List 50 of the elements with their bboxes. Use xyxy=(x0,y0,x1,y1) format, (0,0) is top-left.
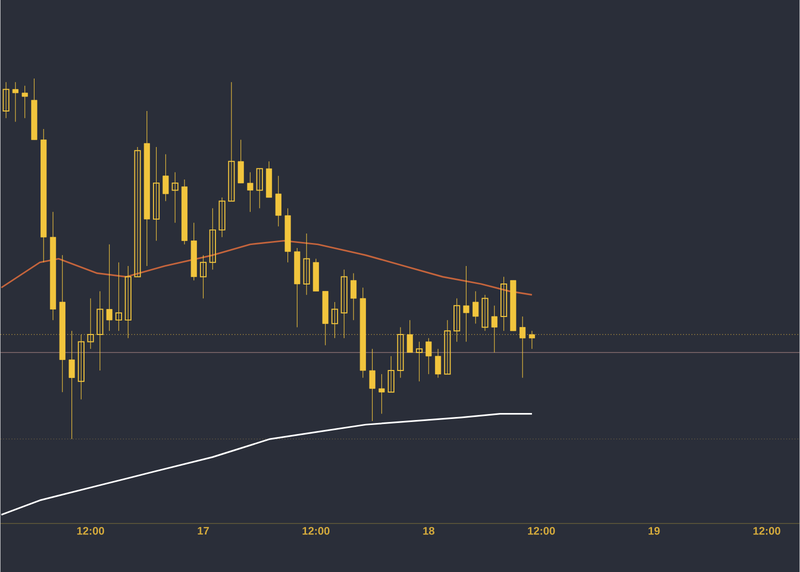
candlestick xyxy=(331,302,338,338)
candlestick xyxy=(68,330,75,440)
candlestick xyxy=(12,82,18,122)
candlestick xyxy=(472,290,479,324)
candlestick xyxy=(96,290,104,371)
candlestick xyxy=(218,196,226,238)
candlestick xyxy=(378,374,385,414)
x-tick-label: 18 xyxy=(423,526,434,535)
candlestick xyxy=(22,85,28,118)
x-tick-label: 12:00 xyxy=(77,526,104,535)
candlestick xyxy=(416,341,423,382)
candlestick xyxy=(482,294,488,331)
candlestick xyxy=(500,276,508,331)
candlestick xyxy=(397,326,404,378)
candlestick xyxy=(369,348,376,422)
candlestick xyxy=(115,262,122,331)
candlestick xyxy=(303,233,310,295)
x-tick-label: 17 xyxy=(198,526,209,534)
candlestick xyxy=(454,298,460,342)
candlestick xyxy=(152,146,160,241)
candlestick xyxy=(435,348,442,378)
candlestick xyxy=(528,330,535,349)
candlestick xyxy=(87,298,94,349)
candlestick xyxy=(78,334,84,400)
candlestick xyxy=(134,146,141,278)
candlestick xyxy=(275,175,282,226)
x-tick-label: 12:00 xyxy=(753,526,780,535)
candlestick xyxy=(350,272,357,320)
x-tick-label: 12:00 xyxy=(528,526,555,535)
candlestick xyxy=(426,338,432,374)
candlestick xyxy=(256,168,263,208)
candlestick xyxy=(491,305,498,353)
candlestick xyxy=(228,82,235,202)
candlestick xyxy=(106,244,112,331)
candlestick xyxy=(209,208,216,270)
candlestick xyxy=(124,265,132,338)
candlestick xyxy=(162,154,169,202)
candlestick xyxy=(444,320,451,374)
x-tick-label: 12:00 xyxy=(302,526,330,535)
candlestick xyxy=(238,139,244,184)
x-tick-label: 19 xyxy=(648,526,660,535)
candlestick xyxy=(520,316,526,378)
candlestick xyxy=(172,172,178,223)
candlestick xyxy=(388,356,394,392)
candlestick xyxy=(406,320,413,353)
candlestick xyxy=(2,82,10,118)
candlestick xyxy=(463,265,470,342)
candlestick xyxy=(247,172,254,212)
candlestick xyxy=(340,269,348,338)
candlestick xyxy=(200,254,207,299)
